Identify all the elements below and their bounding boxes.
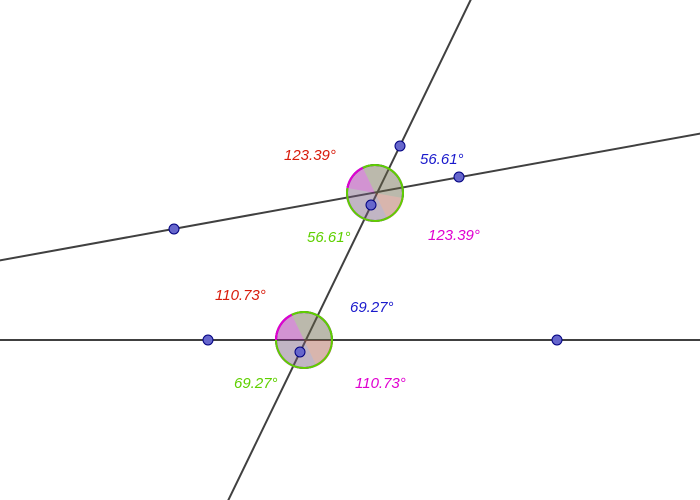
point-4[interactable]: [395, 141, 405, 151]
label-u_tr: 56.61°: [420, 151, 464, 168]
point-2[interactable]: [169, 224, 179, 234]
point-1[interactable]: [552, 335, 562, 345]
label-l_br: 110.73°: [355, 375, 406, 392]
point-6[interactable]: [366, 200, 376, 210]
label-u_tl: 123.39°: [284, 147, 336, 164]
label-l_bl: 69.27°: [234, 375, 278, 392]
angle-arcs: [276, 165, 403, 368]
point-5[interactable]: [295, 347, 305, 357]
lines: [0, 0, 700, 500]
label-u_bl: 56.61°: [307, 229, 351, 246]
label-l_tr: 69.27°: [350, 299, 394, 316]
point-3[interactable]: [454, 172, 464, 182]
point-0[interactable]: [203, 335, 213, 345]
label-l_tl: 110.73°: [215, 287, 266, 304]
label-u_br: 123.39°: [428, 227, 480, 244]
geometry-diagram: 123.39° 56.61° 123.39° 56.61° 110.73° 69.27° 1…: [0, 0, 700, 500]
line-transversal: [209, 0, 490, 500]
